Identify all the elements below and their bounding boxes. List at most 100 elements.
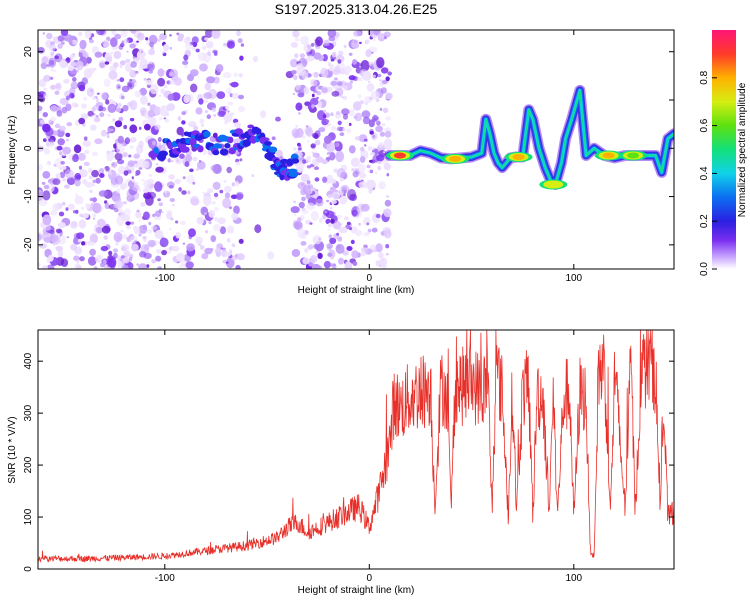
noise-speck [98, 168, 105, 174]
noise-speck [106, 113, 111, 117]
noise-speck [145, 79, 153, 86]
noise-speck [372, 74, 376, 78]
noise-speck [163, 117, 167, 120]
noise-speck [168, 71, 175, 77]
noise-speck [131, 179, 135, 183]
noise-speck [376, 57, 385, 69]
noise-speck [125, 63, 133, 72]
noise-speck [171, 160, 174, 163]
noise-speck [133, 153, 141, 159]
noise-speck [151, 259, 157, 264]
noise-speck [107, 257, 117, 268]
noise-speck [148, 173, 152, 177]
noise-speck [61, 201, 66, 206]
noise-speck [56, 145, 63, 151]
noise-speck [343, 216, 349, 221]
noise-speck [113, 62, 119, 68]
noise-speck [78, 169, 88, 178]
snr-panel: -100 0 100 0 100 200 300 400 Height of straight… [7, 329, 675, 596]
noise-speck [139, 87, 147, 96]
noise-speck [313, 243, 321, 250]
noise-speck [136, 40, 140, 43]
noise-speck [372, 147, 376, 150]
ridge-blob [212, 150, 220, 156]
noise-speck [214, 247, 222, 256]
noise-speck [66, 122, 73, 127]
noise-speck [349, 80, 353, 84]
noise-speck [215, 64, 224, 73]
spectrogram-xtick-label: -100 [155, 273, 175, 284]
noise-speck [102, 39, 110, 48]
noise-speck [52, 178, 61, 186]
noise-speck [92, 197, 97, 203]
noise-speck [71, 39, 78, 45]
noise-speck [125, 166, 129, 171]
noise-speck [176, 252, 185, 262]
noise-speck [161, 249, 168, 256]
noise-speck [59, 171, 66, 178]
noise-speck [304, 248, 309, 253]
noise-speck [340, 95, 344, 99]
noise-speck [330, 218, 335, 224]
noise-speck [122, 201, 127, 205]
noise-speck [100, 92, 108, 100]
noise-speck [203, 92, 213, 100]
noise-speck [38, 233, 42, 242]
noise-speck [330, 186, 336, 192]
noise-speck [88, 175, 94, 180]
noise-speck [387, 71, 393, 76]
noise-speck [136, 32, 145, 41]
noise-speck [310, 255, 318, 263]
noise-speck [106, 56, 112, 62]
noise-speck [324, 210, 328, 214]
noise-speck [328, 36, 336, 42]
noise-speck [183, 37, 192, 45]
noise-speck [43, 237, 52, 243]
noise-speck [97, 105, 104, 112]
noise-speck [41, 56, 49, 65]
noise-speck [379, 131, 385, 137]
noise-speck [78, 165, 83, 170]
noise-speck [122, 152, 128, 158]
noise-speck [157, 77, 166, 87]
noise-speck [231, 182, 235, 187]
spectrogram-xtick-label: 100 [565, 273, 582, 284]
spectrogram-ytick-label: 20 [23, 46, 34, 58]
noise-speck [238, 105, 245, 113]
noise-speck [360, 203, 370, 212]
noise-speck [145, 37, 149, 41]
noise-speck [99, 173, 105, 178]
noise-speck [301, 71, 309, 80]
noise-speck [90, 124, 97, 131]
noise-speck [129, 124, 138, 134]
noise-speck [360, 146, 365, 152]
noise-speck [110, 105, 115, 109]
noise-speck [354, 112, 363, 122]
noise-speck [119, 64, 123, 69]
noise-speck [332, 68, 341, 75]
noise-speck [214, 79, 219, 84]
colorbar-tick-label: 0.8 [699, 70, 710, 84]
noise-speck [114, 152, 123, 161]
noise-speck [236, 30, 241, 37]
noise-speck [143, 244, 150, 251]
noise-speck [186, 243, 195, 252]
noise-speck [123, 208, 132, 217]
noise-speck [227, 110, 230, 113]
noise-speck [260, 110, 267, 118]
noise-speck [210, 235, 217, 243]
noise-speck [181, 190, 187, 195]
noise-speck [308, 244, 314, 250]
ridge-blob [203, 130, 211, 138]
noise-speck [318, 217, 323, 223]
noise-speck [55, 228, 63, 234]
noise-speck [155, 255, 162, 262]
noise-speck [159, 237, 169, 248]
noise-speck [57, 35, 65, 42]
noise-speck [129, 78, 137, 84]
noise-speck [315, 87, 319, 91]
noise-speck [346, 246, 353, 251]
noise-speck [254, 224, 262, 234]
noise-speck [57, 43, 63, 49]
ridge-blob [158, 150, 168, 157]
